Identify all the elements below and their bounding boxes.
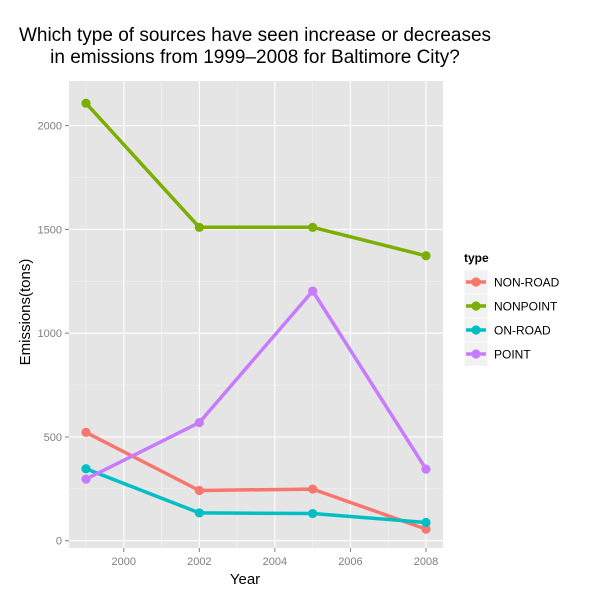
y-tick-label: 0 — [56, 536, 62, 548]
data-point-non-road — [194, 485, 204, 496]
y-axis-title: Emissions(tons) — [17, 259, 34, 366]
y-tick-label: 1500 — [38, 224, 62, 236]
y-tick-label: 500 — [44, 432, 62, 444]
data-point-nonpoint — [194, 222, 204, 232]
plot-panel — [69, 81, 443, 548]
y-axis-ticks: 0 500 1000 1500 2000 — [38, 121, 69, 548]
data-point-on-road — [194, 508, 204, 518]
legend-key-point-on-road — [471, 325, 481, 335]
data-point-nonpoint — [308, 222, 318, 232]
x-axis-ticks: 2000 2002 2004 2006 2008 — [112, 548, 438, 568]
data-point-nonpoint — [81, 98, 91, 108]
chart-title-line-2: in emissions from 1999–2008 for Baltimor… — [50, 47, 460, 68]
data-point-on-road — [81, 464, 91, 474]
data-point-point — [194, 418, 204, 428]
data-point-non-road — [308, 484, 318, 494]
data-point-point — [81, 474, 91, 484]
legend-label-nonpoint: NONPOINT — [494, 300, 558, 314]
data-point-non-road — [421, 524, 431, 534]
x-tick-label: 2000 — [112, 556, 136, 568]
x-tick-label: 2006 — [338, 556, 362, 568]
legend-label-non-road: NON-ROAD — [494, 276, 560, 290]
data-point-point — [421, 464, 431, 474]
x-tick-label: 2008 — [414, 556, 438, 568]
data-point-on-road — [421, 517, 431, 528]
chart-title-line-1: Which type of sources have seen increase… — [19, 25, 491, 46]
major-gridlines — [69, 81, 443, 548]
data-point-non-road — [81, 427, 91, 437]
x-tick-label: 2004 — [263, 556, 287, 568]
legend: type NON-ROAD NONPOINT ON-ROAD POINT — [463, 251, 560, 367]
series-line-non-road — [85, 430, 427, 531]
legend-key-point-non-road — [471, 277, 481, 287]
legend-label-on-road: ON-ROAD — [494, 324, 551, 338]
legend-title: type — [464, 251, 489, 265]
legend-label-point: POINT — [494, 348, 531, 362]
data-point-point — [308, 286, 318, 296]
series-line-on-road — [85, 467, 427, 525]
legend-key-point-point — [471, 349, 481, 359]
legend-key-point-nonpoint — [471, 301, 481, 311]
data-point-on-road — [308, 508, 318, 519]
y-tick-label: 2000 — [38, 121, 62, 133]
series-line-point — [85, 289, 428, 481]
series-line-nonpoint — [84, 102, 427, 258]
data-point-nonpoint — [421, 251, 431, 261]
series-layer — [81, 98, 431, 534]
x-axis-title: Year — [230, 571, 260, 588]
y-tick-label: 1000 — [38, 328, 62, 340]
x-tick-label: 2002 — [187, 556, 211, 568]
